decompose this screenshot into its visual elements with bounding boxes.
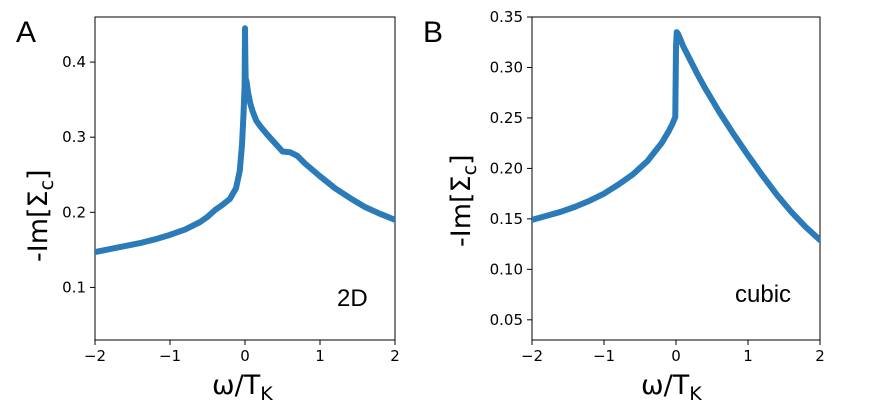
panel-b-xlabel-sub: K [689,383,702,405]
panel-b-xtick-label: 0 [671,347,681,365]
panel-a-xtick-label: −2 [84,347,106,365]
panel-a-ytick-label: 0.4 [62,53,86,71]
panel-a-ticks: −2 −1 0 1 2 0.1 0.2 0.3 0.4 [62,53,400,365]
panel-a-ytick-label: 0.2 [62,203,86,221]
panel-b-ylabel-main: -Im[Σ [446,175,477,247]
panel-b-xtick-label: −1 [593,347,615,365]
panel-b-series-line [532,29,820,244]
panel-a-ylabel-sub: c [36,180,58,190]
panel-a-ytick-label: 0.1 [62,278,86,296]
panel-a-series-line [95,25,395,256]
panel-b-xtick-label: 2 [815,347,825,365]
panel-a-ylabel: -Im[Σc] [23,169,58,262]
panel-a-label: A [16,16,36,49]
panel-a-xtick-label: 2 [390,347,400,365]
panel-b-xtick-label: −2 [521,347,543,365]
panel-b-ytick-label: 0.20 [490,159,523,177]
panel-a-xtick-label: 0 [240,347,250,365]
panel-a-xtick-label: −1 [159,347,181,365]
panel-b-ytick-label: 0.25 [490,109,523,127]
panel-b: B −2 −1 0 1 2 0.05 0.10 0.15 0.20 0.25 0.30 0.35 cu… [423,8,825,405]
panel-b-ytick-label: 0.35 [490,8,523,26]
panel-b-ylabel-close: ] [446,154,477,165]
panel-a-ytick-label: 0.3 [62,128,86,146]
panel-a-annotation: 2D [337,285,368,312]
panel-b-ylabel: -Im[Σc] [446,154,481,247]
panel-a-xlabel-sub: K [260,383,273,405]
panel-a: A −2 −1 0 1 2 0.1 0.2 0.3 0.4 2D ω/TK -Im[Σc] [16,16,400,405]
panel-b-label: B [423,16,443,49]
panel-b-ytick-label: 0.15 [490,210,523,228]
panel-b-ylabel-sub: c [459,165,481,175]
panel-a-xlabel: ω/TK [212,370,273,405]
panel-a-ylabel-close: ] [23,169,54,180]
panel-b-annotation: cubic [735,281,791,308]
panel-b-ytick-label: 0.10 [490,260,523,278]
panel-b-ticks: −2 −1 0 1 2 0.05 0.10 0.15 0.20 0.25 0.30 0.35 [490,8,825,365]
panel-a-xtick-label: 1 [315,347,325,365]
panel-a-ylabel-main: -Im[Σ [23,190,54,262]
panel-b-ytick-label: 0.05 [490,311,523,329]
panel-b-xlabel: ω/TK [641,370,702,405]
panel-b-xtick-label: 1 [743,347,753,365]
panel-b-xlabel-main: ω/T [641,370,690,401]
panel-a-xlabel-main: ω/T [212,370,261,401]
panel-b-ytick-label: 0.30 [490,58,523,76]
